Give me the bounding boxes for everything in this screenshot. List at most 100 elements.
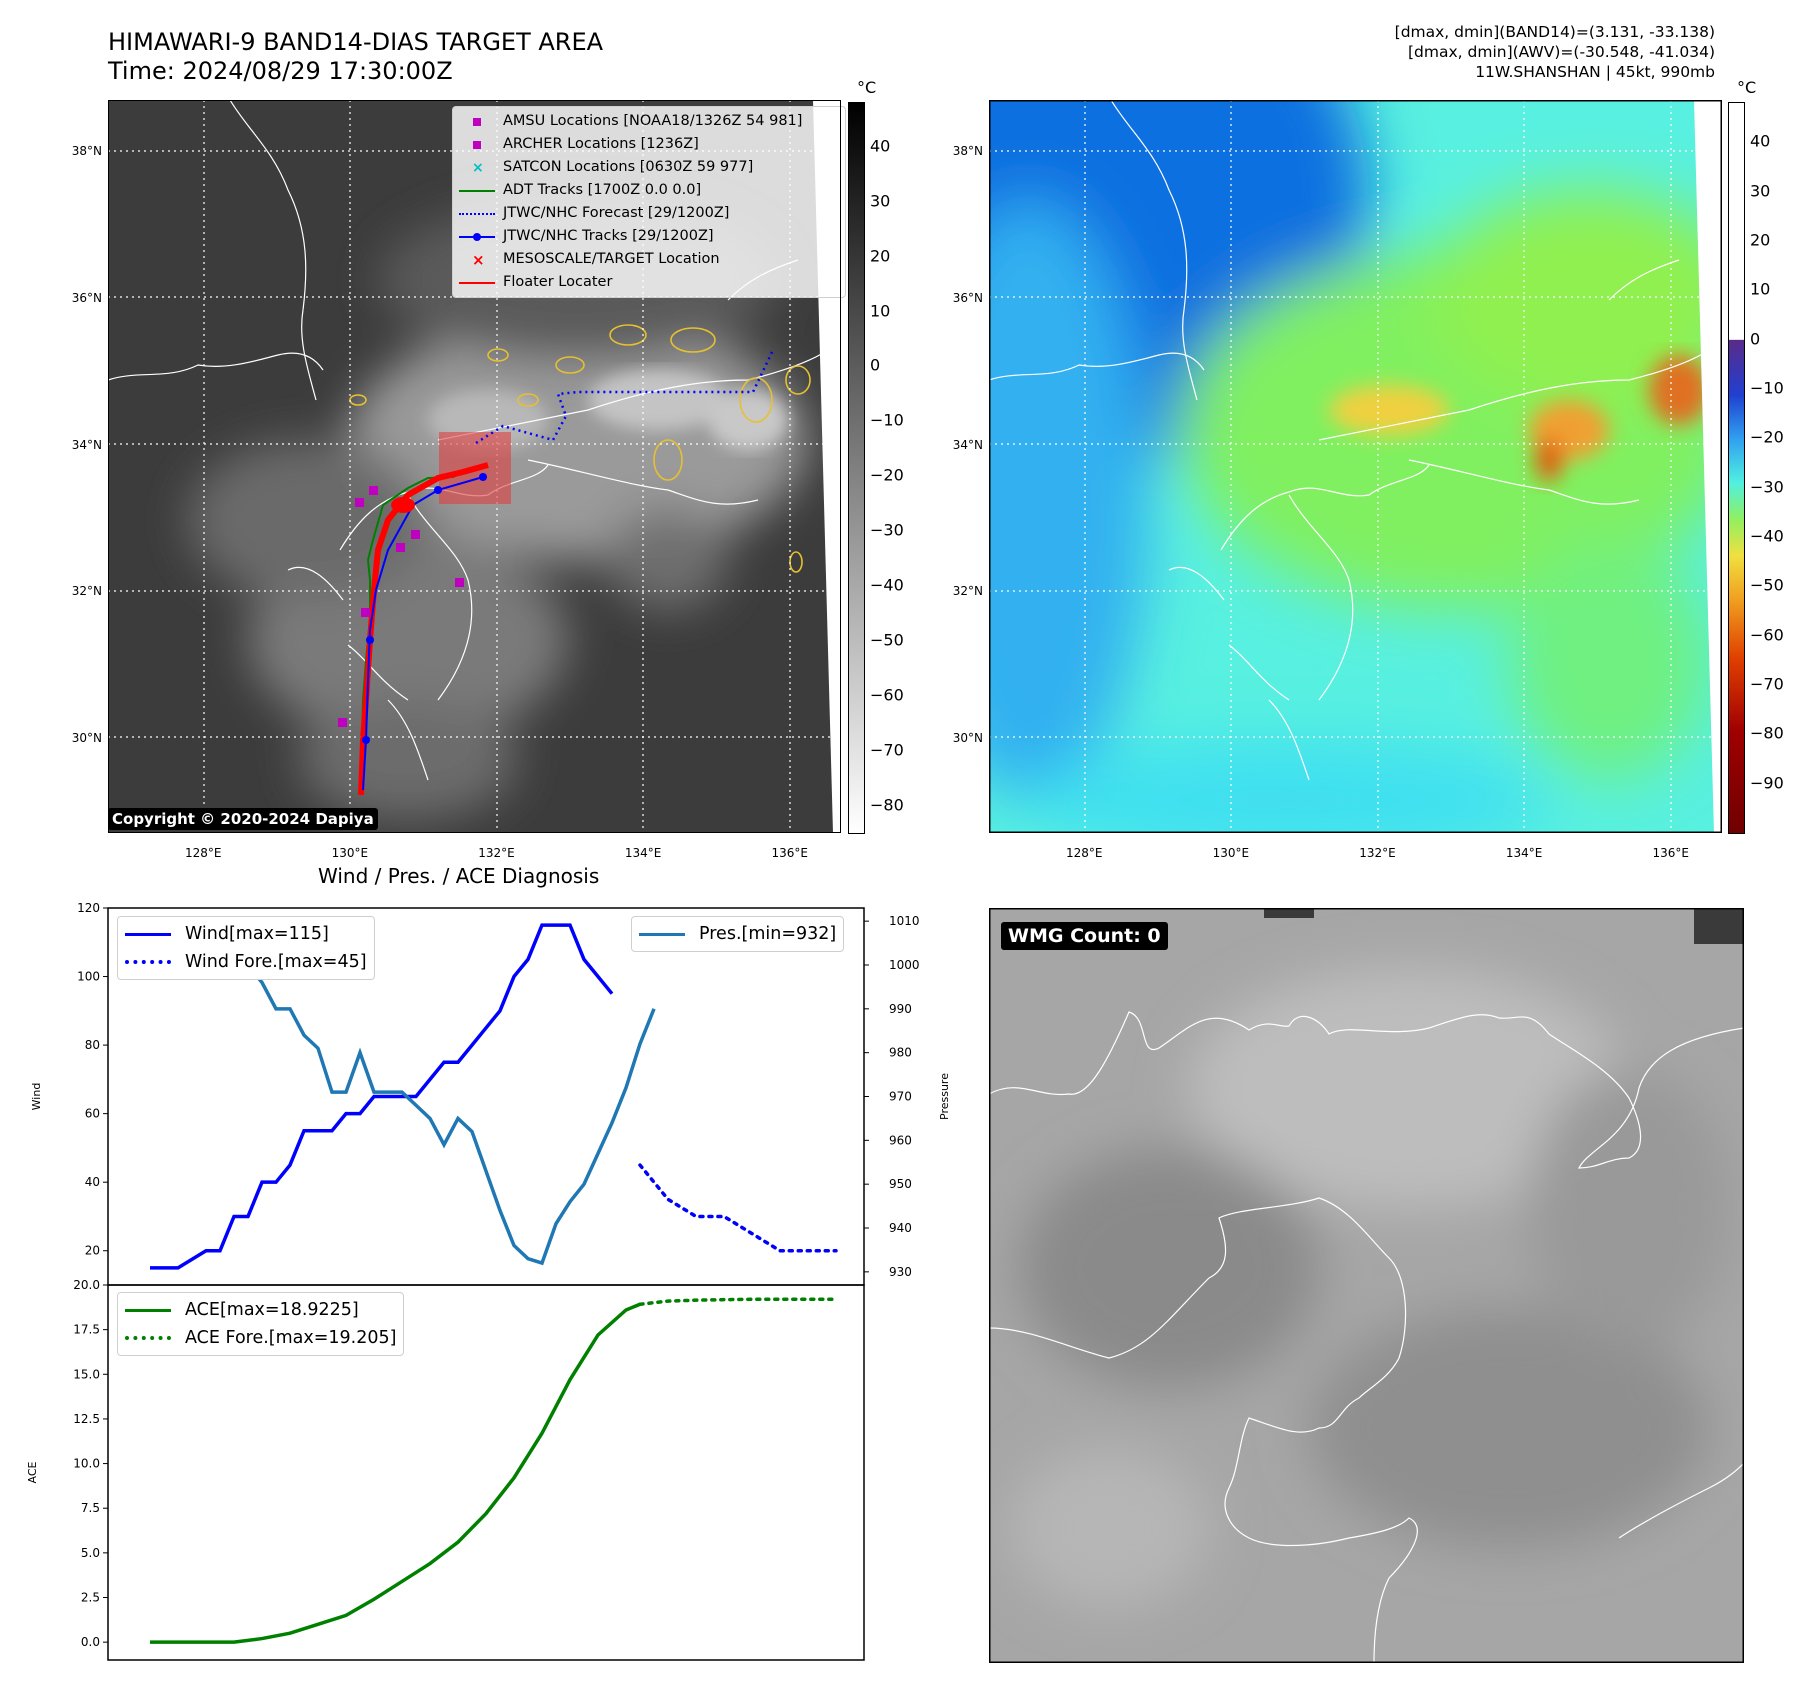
line-icon [639, 927, 691, 941]
jtwc-track [362, 476, 484, 791]
colorbar-tick-label: −30 [1750, 477, 1784, 497]
wv-colorbar-ticks: 40 30 20 10 0 −10 −20 −30 −40 −50 −60 −70 −80 −90 [1750, 0, 1795, 900]
colorbar-tick-label: −60 [1750, 625, 1784, 645]
series-line-ace-forecast [638, 1297, 838, 1307]
y2-tick-label: 960 [889, 1133, 912, 1147]
legend-label: Wind[max=115] [185, 924, 329, 944]
x-marker-icon: × [472, 250, 485, 269]
lon-tick-label: 130°E [1212, 846, 1250, 860]
colorbar-tick-label: 20 [870, 246, 891, 266]
y-tick-label: 7.5 [81, 1501, 100, 1515]
legend-item-archer: ARCHER Locations [1236Z] [459, 133, 839, 156]
track-history [338, 462, 489, 796]
line-icon [459, 184, 495, 198]
x-marker-icon: × [472, 159, 484, 176]
colorbar-tick-label: 30 [870, 191, 891, 211]
chart-title: HIMAWARI-9 BAND14-DIAS TARGET AREA Time:… [108, 28, 603, 86]
title-line-2: Time: 2024/08/29 17:30:00Z [108, 57, 453, 85]
wv-colorbar-unit: °C [1737, 78, 1757, 97]
y-tick-label: 20 [85, 1244, 100, 1258]
y2-tick-label: 980 [889, 1046, 912, 1060]
legend-item-ace: ACE[max=18.9225] [125, 1296, 396, 1324]
legend-label: SATCON Locations [0630Z 59 977] [503, 159, 754, 175]
lon-tick-label: 134°E [624, 846, 662, 860]
y-tick-label: 0.0 [81, 1635, 100, 1649]
y-tick-label: 17.5 [73, 1323, 100, 1337]
y2-tick-label: 950 [889, 1177, 912, 1191]
lon-tick-label: 132°E [478, 846, 515, 860]
ir-legend: AMSU Locations [NOAA18/1326Z 54 981] ARC… [452, 106, 846, 298]
copyright-badge: Copyright © 2020-2024 Dapiya [108, 808, 378, 830]
y-tick-label: 15.0 [73, 1367, 100, 1381]
y2-tick-label: 1010 [889, 914, 920, 928]
wv-map-frame [989, 100, 1722, 833]
jtwc-forecast-track [475, 349, 775, 445]
ace-legend: ACE[max=18.9225] ACE Fore.[max=19.205] [117, 1292, 405, 1356]
y2-tick-label: 930 [889, 1265, 912, 1279]
pressure-legend: Pres.[min=932] [631, 916, 845, 952]
legend-item-floater: Floater Locater [459, 271, 839, 294]
legend-item-jtwc-tracks: JTWC/NHC Tracks [29/1200Z] [459, 225, 839, 248]
legend-label: Floater Locater [503, 274, 613, 290]
archer-location [411, 530, 420, 539]
colorbar-tick-label: 0 [870, 355, 881, 375]
wmg-dark-block [1264, 908, 1314, 918]
info-line-3: 11W.SHANSHAN | 45kt, 990mb [1475, 63, 1715, 81]
square-marker-icon [459, 115, 495, 129]
lon-tick-label: 132°E [1359, 846, 1396, 860]
amsu-location [361, 608, 370, 617]
colorbar-tick-label: 20 [1750, 230, 1771, 250]
legend-label: Pres.[min=932] [699, 924, 837, 944]
wv-edge [1694, 100, 1722, 833]
colorbar-tick-label: −50 [1750, 575, 1784, 595]
colorbar-tick-label: −30 [870, 520, 904, 540]
wind-pressure-ace-chart: 20 40 60 80 100 120 930 940 950 960 970 980 990 1000 1… [26, 901, 951, 1661]
amsu-location [355, 498, 364, 507]
wmg-frame [989, 908, 1744, 1663]
legend-label: ACE Fore.[max=19.205] [185, 1328, 397, 1348]
colorbar-tick-label: 30 [1750, 181, 1771, 201]
lat-tick-label: 32°N [71, 584, 102, 599]
y-tick-label: 10.0 [73, 1457, 100, 1471]
ace-axes-frame [107, 1284, 865, 1661]
legend-item-mesoscale: × MESOSCALE/TARGET Location [459, 248, 839, 271]
legend-item-wind: Wind[max=115] [125, 920, 367, 948]
y2-tick-label: 1000 [889, 958, 920, 972]
legend-item-amsu: AMSU Locations [NOAA18/1326Z 54 981] [459, 110, 839, 133]
y-tick-label: 80 [85, 1038, 100, 1052]
colorbar-tick-label: 0 [1750, 329, 1761, 349]
ace-axis-label: ACE [26, 1461, 39, 1483]
amsu-location [396, 543, 405, 552]
legend-item-ace-forecast: ACE Fore.[max=19.205] [125, 1324, 396, 1352]
archer-location [455, 578, 464, 587]
wmg-coastlines [989, 1011, 1744, 1663]
wmg-count-badge: WMG Count: 0 [1001, 922, 1168, 950]
colorbar-tick-label: 40 [870, 136, 891, 156]
lat-tick-label: 34°N [71, 437, 102, 452]
colorbar-tick-label: −80 [1750, 723, 1784, 743]
y-axis-label: Wind [30, 1083, 43, 1111]
colorbar-tick-label: −40 [870, 575, 904, 595]
colorbar-tick-label: 10 [870, 301, 891, 321]
wmg-panel [989, 908, 1744, 1663]
dotted-line-icon [459, 207, 495, 221]
y2-tick-label: 970 [889, 1090, 912, 1104]
colorbar-tick-label: −40 [1750, 526, 1784, 546]
ace-series [150, 1297, 838, 1644]
series-line-ace [150, 1302, 641, 1644]
amsu-location [369, 486, 378, 495]
wind-legend: Wind[max=115] Wind Fore.[max=45] [117, 916, 375, 980]
colorbar-tick-label: −20 [1750, 427, 1784, 447]
wv-dry-spots [1329, 355, 1709, 482]
y-tick-label: 5.0 [81, 1546, 100, 1560]
colorbar-tick-label: −20 [870, 465, 904, 485]
colorbar-tick-label: −80 [870, 795, 904, 815]
colorbar-tick-label: −70 [870, 740, 904, 760]
jtwc-track-point [366, 636, 374, 644]
legend-item-pressure: Pres.[min=932] [639, 920, 836, 948]
y-tick-label: 2.5 [81, 1591, 100, 1605]
wv-coastlines [989, 100, 1710, 781]
series-line-wind-forecast [638, 1163, 838, 1253]
lat-tick-label: 34°N [952, 437, 983, 452]
jtwc-track-point [479, 473, 487, 481]
